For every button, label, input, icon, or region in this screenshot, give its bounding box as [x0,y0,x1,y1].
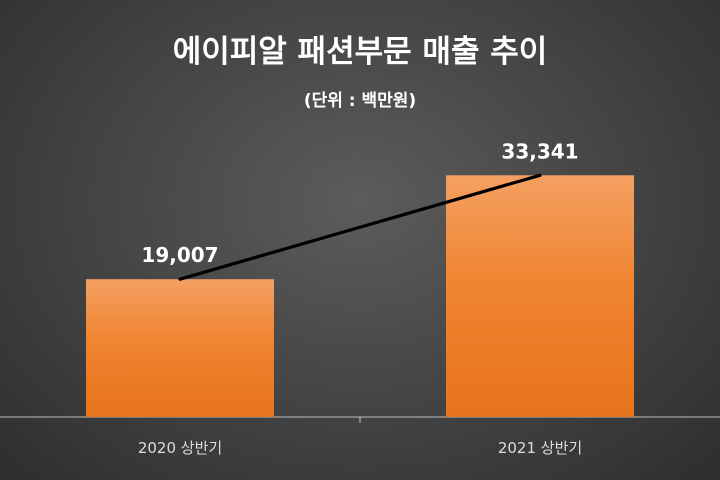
trend-line [178,173,542,281]
x-tick-label: 2020 상반기 [138,439,222,457]
chart-title: 에이피알 패션부문 매출 추이 [173,34,548,70]
plot-area: 19,007 2020 상반기 33,341 2021 상반기 [0,139,720,457]
bar [86,279,274,417]
bar [446,175,634,417]
x-tick-label: 2021 상반기 [498,439,582,457]
data-label: 33,341 [501,139,578,163]
data-label: 19,007 [141,243,218,267]
chart-subtitle: (단위 : 백만원) [304,91,416,111]
